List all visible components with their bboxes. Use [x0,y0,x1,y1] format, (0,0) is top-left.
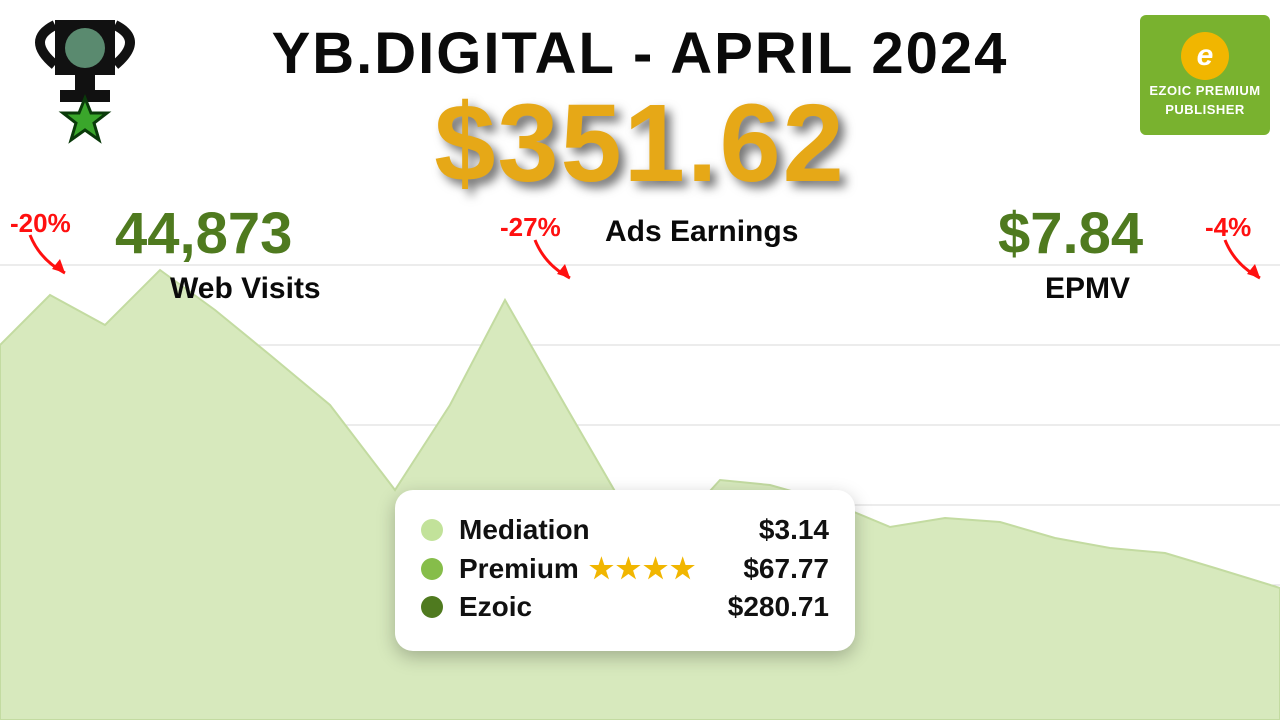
earnings-breakdown-card: Mediation $3.14 Premium ★★★★ $67.77 Ezoic $280… [395,490,855,651]
visits-pct-change: -20% [10,208,71,239]
star-icon: ★★★★ [589,552,697,585]
visits-value: 44,873 [115,200,292,267]
total-earnings: $351.62 [0,80,1280,207]
legend-row-ezoic: Ezoic $280.71 [421,591,829,623]
legend-label: Mediation [459,514,590,546]
epmv-pct-change: -4% [1205,212,1251,243]
legend-dot-icon [421,519,443,541]
earnings-pct-change: -27% [500,212,561,243]
legend-value: $280.71 [728,591,829,623]
legend-label: Ezoic [459,591,532,623]
legend-row-premium: Premium ★★★★ $67.77 [421,552,829,585]
report-title: YB.DIGITAL - APRIL 2024 [0,20,1280,87]
legend-label: Premium [459,553,579,585]
legend-dot-icon [421,558,443,580]
epmv-label: EPMV [1045,272,1130,306]
epmv-value: $7.84 [998,200,1143,267]
visits-label: Web Visits [170,272,321,306]
legend-value: $3.14 [759,514,829,546]
legend-row-mediation: Mediation $3.14 [421,514,829,546]
legend-value: $67.77 [743,553,829,585]
legend-dot-icon [421,596,443,618]
earnings-label: Ads Earnings [605,215,798,249]
report-canvas: e EZOIC PREMIUM PUBLISHER YB.DIGITAL - A… [0,0,1280,720]
